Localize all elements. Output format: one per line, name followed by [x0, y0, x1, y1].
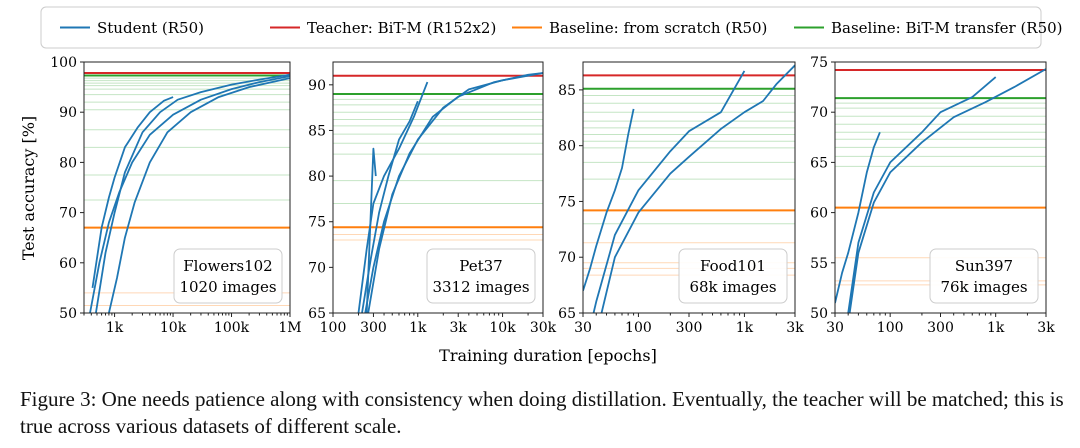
- y-tick-label: 80: [558, 139, 576, 155]
- chart-panel: 50 55 60 65 70 75 30 100 300 1k 3k Sun397 76k images: [810, 55, 1055, 336]
- student-curve: [365, 147, 377, 313]
- x-tick-label: 1k: [106, 320, 124, 336]
- y-tick-label: 75: [810, 55, 828, 71]
- y-tick-label: 70: [308, 260, 326, 276]
- x-tick-label: 30k: [530, 320, 557, 336]
- x-axis-label: Training duration [epochs]: [439, 346, 657, 365]
- student-curve: [835, 131, 881, 304]
- plot-frame: [332, 61, 544, 314]
- student-curve: [583, 108, 635, 291]
- dataset-label-frame: [929, 248, 1039, 304]
- y-tick-label: 50: [810, 306, 828, 322]
- student-curve: [361, 100, 419, 313]
- dataset-size: 1020 images: [179, 278, 276, 296]
- x-tick-label: 30: [826, 320, 844, 336]
- x-tick-label: 10k: [489, 320, 516, 336]
- y-tick-label: 75: [308, 215, 326, 231]
- dataset-label-frame: [678, 248, 788, 304]
- figure-caption: Figure 3: One needs patience along with …: [20, 387, 1064, 438]
- y-tick-label: 75: [558, 194, 576, 210]
- x-tick-label: 3k: [786, 320, 804, 336]
- dataset-size: 76k images: [940, 278, 1027, 296]
- dataset-label-frame: [173, 248, 283, 304]
- y-tick-label: 70: [558, 250, 576, 266]
- x-tick-label: 3k: [450, 320, 468, 336]
- legend-label: Student (R50): [97, 19, 204, 37]
- x-tick-label: 1k: [736, 320, 754, 336]
- y-tick-label: 50: [59, 306, 77, 322]
- legend-entry: Baseline: BiT-M transfer (R50): [794, 19, 1063, 37]
- dataset-size: 68k images: [689, 278, 776, 296]
- legend-entry: Student (R50): [60, 19, 204, 37]
- student-curve: [848, 68, 1046, 313]
- dataset-name: Sun397: [955, 257, 1013, 275]
- y-tick-label: 80: [59, 155, 77, 171]
- student-curve: [592, 70, 746, 313]
- student-curve: [600, 64, 795, 313]
- dataset-name: Pet37: [459, 257, 502, 275]
- y-tick-label: 60: [59, 256, 77, 272]
- y-tick-label: 60: [810, 206, 828, 222]
- x-tick-label: 1k: [409, 320, 427, 336]
- x-tick-label: 300: [927, 320, 954, 336]
- y-tick-label: 65: [308, 306, 326, 322]
- student-curve: [108, 77, 290, 313]
- y-tick-label: 90: [59, 105, 77, 121]
- y-tick-label: 90: [308, 78, 326, 94]
- legend-entry: Teacher: BiT-M (R152x2): [270, 19, 496, 37]
- dataset-label-frame: [426, 248, 536, 304]
- legend-label: Baseline: BiT-M transfer (R50): [831, 19, 1063, 37]
- student-curve: [847, 76, 997, 313]
- chart-panel: 65 70 75 80 85 90 100 300 1k 3k 10k 30k Pet37 3312 im…: [308, 61, 557, 336]
- x-tick-label: 1k: [987, 320, 1005, 336]
- y-tick-label: 70: [810, 105, 828, 121]
- x-tick-label: 100: [877, 320, 904, 336]
- y-tick-label: 70: [59, 206, 77, 222]
- y-tick-label: 85: [558, 83, 576, 99]
- x-tick-label: 1M: [278, 320, 301, 336]
- x-tick-label: 10k: [160, 320, 187, 336]
- y-tick-label: 100: [50, 55, 77, 71]
- legend-label: Baseline: from scratch (R50): [549, 19, 767, 37]
- x-tick-label: 30: [574, 320, 592, 336]
- chart-panels: 50 60 70 80 90 100 1k 10k 100k 1M Flowers102 1020 i…: [50, 55, 1055, 336]
- legend-entry: Baseline: from scratch (R50): [512, 19, 767, 37]
- student-curve: [367, 72, 543, 313]
- dataset-label-box: Sun397 76k images: [929, 248, 1039, 304]
- y-tick-label: 85: [308, 123, 326, 139]
- dataset-label-box: Pet37 3312 images: [426, 248, 536, 304]
- x-tick-label: 100: [320, 320, 347, 336]
- legend-label: Teacher: BiT-M (R152x2): [307, 19, 496, 37]
- student-curve: [357, 81, 429, 313]
- y-tick-label: 80: [308, 169, 326, 185]
- y-tick-label: 65: [558, 306, 576, 322]
- student-curve: [91, 96, 174, 289]
- x-tick-label: 3k: [1037, 320, 1055, 336]
- chart-panel: 50 60 70 80 90 100 1k 10k 100k 1M Flowers102 1020 i…: [50, 55, 301, 336]
- y-axis-label: Test accuracy [%]: [19, 116, 38, 260]
- y-tick-label: 55: [810, 256, 828, 272]
- dataset-label-box: Flowers102 1020 images: [173, 248, 283, 304]
- dataset-label-box: Food101 68k images: [678, 248, 788, 304]
- x-tick-label: 100: [625, 320, 652, 336]
- y-tick-label: 65: [810, 155, 828, 171]
- x-tick-label: 100k: [214, 320, 250, 336]
- chart-panel: 65 70 75 80 85 30 100 300 1k 3k Food101 68k images: [558, 61, 804, 336]
- student-curve: [89, 75, 290, 313]
- figure-canvas: Student (R50) Teacher: BiT-M (R152x2) Base…: [19, 6, 1063, 365]
- student-curve: [95, 73, 290, 313]
- dataset-name: Food101: [700, 257, 766, 275]
- x-tick-label: 300: [676, 320, 703, 336]
- plot-frame: [83, 61, 291, 314]
- x-tick-label: 300: [360, 320, 387, 336]
- legend: Student (R50) Teacher: BiT-M (R152x2) Base…: [40, 6, 1063, 49]
- dataset-size: 3312 images: [432, 278, 529, 296]
- dataset-name: Flowers102: [183, 257, 272, 275]
